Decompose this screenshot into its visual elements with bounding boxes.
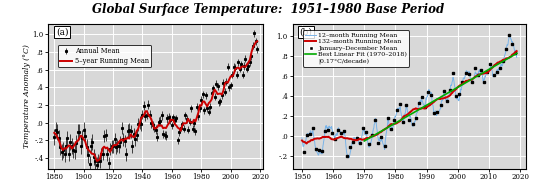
5–year Running Mean: [254, 40, 260, 42]
January–December Mean: [316, 149, 322, 152]
January–December Mean: [466, 73, 472, 75]
Line: 5–year Running Mean: 5–year Running Mean: [54, 41, 257, 161]
12–month Running Mean: [506, 33, 513, 36]
January–December Mean: [341, 130, 347, 132]
5–year Running Mean: [167, 118, 173, 121]
12–month Running Mean: [299, 136, 305, 139]
5–year Running Mean: [251, 44, 258, 46]
Best Linear Fit (1970–2018): [361, 140, 367, 142]
5–year Running Mean: [54, 136, 60, 138]
Line: 12–month Running Mean: 12–month Running Mean: [302, 34, 517, 158]
5–year Running Mean: [158, 124, 165, 127]
132–month Running Mean: [491, 64, 498, 66]
5–year Running Mean: [182, 122, 188, 125]
Y-axis label: Temperature Anomaly (°C): Temperature Anomaly (°C): [23, 44, 31, 148]
132–month Running Mean: [352, 139, 358, 142]
Text: (b): (b): [300, 27, 313, 36]
132–month Running Mean: [299, 139, 305, 142]
132–month Running Mean: [303, 142, 310, 145]
Best Linear Fit (1970–2018): [514, 52, 520, 54]
January–December Mean: [506, 34, 512, 36]
Line: Best Linear Fit (1970–2018): Best Linear Fit (1970–2018): [364, 53, 517, 141]
12–month Running Mean: [338, 131, 344, 133]
12–month Running Mean: [320, 143, 326, 145]
Legend: Annual Mean, 5–year Running Mean: Annual Mean, 5–year Running Mean: [58, 45, 151, 67]
Text: (a): (a): [56, 27, 68, 36]
132–month Running Mean: [513, 50, 520, 52]
Line: January–December Mean: January–December Mean: [302, 34, 517, 158]
132–month Running Mean: [338, 135, 344, 138]
12–month Running Mean: [513, 56, 520, 59]
12–month Running Mean: [491, 74, 498, 77]
12–month Running Mean: [360, 129, 367, 131]
January–December Mean: [344, 155, 351, 158]
January–December Mean: [509, 43, 516, 45]
132–month Running Mean: [451, 89, 458, 92]
132–month Running Mean: [321, 136, 327, 138]
Legend: 12–month Running Mean, 132–month Running Mean, January–December Mean, Best Linea: 12–month Running Mean, 132–month Running…: [303, 30, 410, 66]
January–December Mean: [335, 129, 341, 132]
January–December Mean: [425, 91, 431, 93]
January–December Mean: [300, 151, 307, 154]
12–month Running Mean: [451, 84, 458, 86]
132–month Running Mean: [360, 138, 367, 141]
12–month Running Mean: [345, 157, 352, 159]
Line: 132–month Running Mean: 132–month Running Mean: [302, 51, 517, 143]
5–year Running Mean: [51, 132, 57, 134]
12–month Running Mean: [352, 138, 358, 141]
Text: Global Surface Temperature:  1951–1980 Base Period: Global Surface Temperature: 1951–1980 Ba…: [92, 3, 445, 16]
January–December Mean: [512, 52, 519, 54]
5–year Running Mean: [53, 133, 59, 135]
5–year Running Mean: [93, 160, 100, 162]
